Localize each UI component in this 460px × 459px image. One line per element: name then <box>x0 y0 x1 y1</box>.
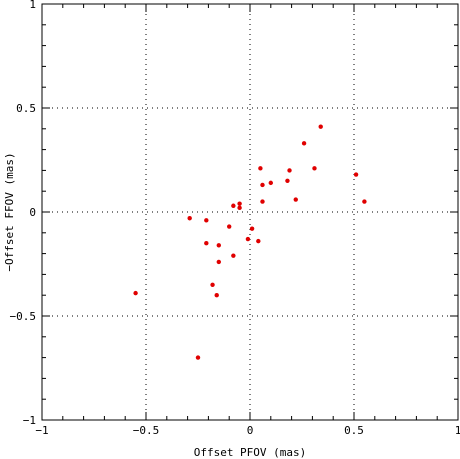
data-point <box>227 224 232 229</box>
y-tick-label: 0.5 <box>16 102 36 115</box>
data-point <box>210 282 215 287</box>
x-tick-label: −1 <box>35 424 48 437</box>
x-tick-label: −0.5 <box>133 424 160 437</box>
x-axis-label: Offset PFOV (mas) <box>194 446 307 459</box>
data-point <box>268 180 273 186</box>
data-point <box>204 218 209 223</box>
grid-lines <box>42 4 458 420</box>
y-axis-label: −Offset FFOV (mas) <box>3 152 16 271</box>
data-point <box>237 201 242 206</box>
data-point <box>245 236 251 242</box>
y-tick-label: −1 <box>23 414 36 427</box>
data-point <box>287 168 292 173</box>
data-point <box>301 141 307 146</box>
data-point <box>195 355 201 360</box>
data-point <box>231 253 236 258</box>
data-point <box>216 259 221 265</box>
y-tick-labels: −1 −0.5 0 0.5 1 <box>10 0 37 427</box>
data-point <box>260 182 265 188</box>
data-point <box>362 199 367 204</box>
data-point <box>204 241 209 246</box>
data-point <box>312 166 317 171</box>
data-point <box>318 124 323 129</box>
data-point <box>237 205 242 211</box>
data-point <box>216 243 221 248</box>
data-point <box>293 197 298 202</box>
x-tick-label: 0 <box>247 424 254 437</box>
data-point <box>256 238 261 244</box>
data-point <box>187 216 192 221</box>
x-tick-labels: −1 −0.5 0 0.5 1 <box>35 424 460 437</box>
y-tick-label: 1 <box>29 0 36 11</box>
data-point <box>285 178 290 183</box>
data-point <box>231 203 236 208</box>
x-tick-label: 1 <box>455 424 460 437</box>
data-point <box>249 226 255 231</box>
x-tick-label: 0.5 <box>344 424 364 437</box>
data-point <box>260 199 265 204</box>
data-point <box>214 293 219 298</box>
axis-ticks <box>41 3 459 421</box>
data-point <box>353 172 359 177</box>
data-points <box>133 124 367 360</box>
data-point <box>258 166 263 171</box>
y-tick-label: 0 <box>29 206 36 219</box>
data-point <box>133 290 138 296</box>
y-tick-label: −0.5 <box>10 310 37 323</box>
plot-frame <box>41 3 459 421</box>
